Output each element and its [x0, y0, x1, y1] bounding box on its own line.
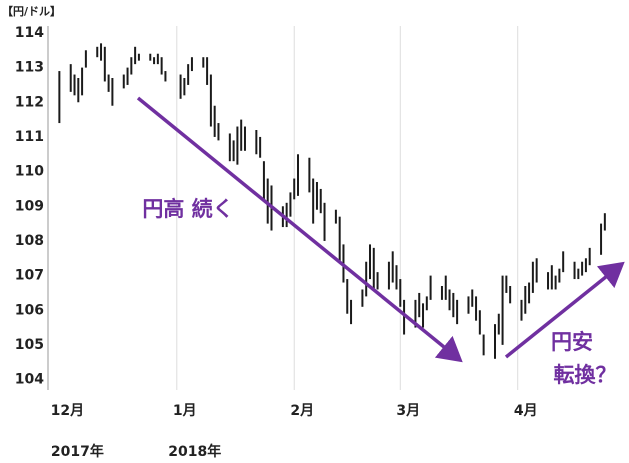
y-tick-label: 106	[15, 302, 44, 318]
y-tick-label: 105	[15, 337, 44, 353]
x-tick-label: 4月	[514, 403, 538, 419]
x-tick-label: 2月	[290, 403, 314, 419]
annotation: 円高 続く	[142, 197, 233, 221]
y-tick-label: 104	[15, 372, 44, 388]
year-label: 2017年	[51, 443, 104, 460]
y-axis-label: 【円/ドル】	[2, 5, 61, 18]
y-tick-label: 109	[15, 198, 44, 214]
annotation: 転換？	[554, 363, 617, 387]
y-tick-label: 113	[15, 60, 44, 76]
x-tick-label: 1月	[173, 403, 197, 419]
y-tick-label: 108	[15, 233, 44, 249]
y-tick-label: 112	[15, 94, 44, 110]
y-tick-label: 107	[15, 268, 44, 284]
y-tick-label: 114	[15, 25, 44, 41]
arrow	[504, 261, 625, 359]
y-tick-label: 111	[15, 129, 44, 145]
x-tick-label: 12月	[51, 403, 84, 419]
x-tick-label: 3月	[396, 403, 420, 419]
arrow	[136, 96, 463, 363]
y-tick-label: 110	[15, 164, 44, 180]
year-label: 2018年	[168, 443, 221, 460]
annotation: 円安	[551, 330, 593, 354]
